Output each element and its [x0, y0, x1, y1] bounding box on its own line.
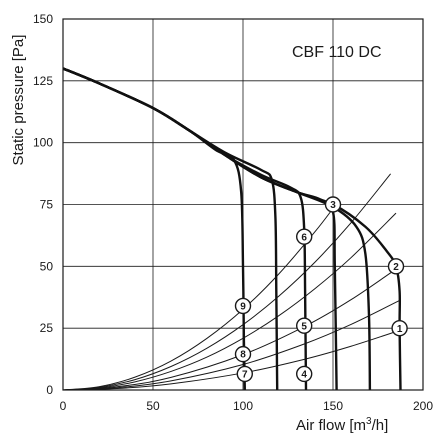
y-tick-label: 50 — [40, 259, 54, 273]
marker-circle-9 — [234, 297, 252, 315]
y-tick-label: 0 — [46, 383, 53, 397]
marker-circle-4 — [296, 365, 313, 383]
plot-frame — [62, 18, 424, 391]
x-tick-label: 200 — [413, 399, 433, 413]
system-curve-6 — [62, 329, 400, 391]
fan-curve-3 — [62, 67, 308, 391]
marker-circle-7 — [236, 365, 254, 383]
x-tick-label: 150 — [323, 399, 343, 413]
marker-label-4: 4 — [301, 370, 307, 381]
markers-layer: 1 2 3 4 5 6 7 8 9 — [234, 196, 408, 383]
x-tick-label: 0 — [60, 399, 67, 413]
system-curve-3 — [62, 212, 397, 391]
marker-circle-5 — [296, 317, 313, 334]
marker-circle-3 — [324, 196, 342, 213]
x-axis-title: Air flow [m3/h] — [296, 416, 388, 434]
system-curve-5 — [62, 300, 400, 391]
y-tick-label: 100 — [33, 136, 53, 150]
marker-label-7: 7 — [242, 370, 248, 381]
marker-label-3: 3 — [330, 200, 336, 211]
marker-circle-8 — [234, 345, 252, 363]
x-axis-title-tail: /h] — [372, 417, 389, 434]
marker-circle-2 — [387, 258, 405, 275]
x-tick-label: 100 — [233, 399, 253, 413]
model-annotation: CBF 110 DC — [292, 44, 382, 61]
system-curve-2 — [62, 173, 391, 391]
marker-label-2: 2 — [393, 262, 399, 273]
x-axis-title-sup: 3 — [366, 416, 372, 427]
curves-layer — [62, 67, 402, 391]
y-tick-label: 125 — [33, 74, 53, 88]
marker-label-9: 9 — [240, 302, 246, 313]
y-axis-title: Static pressure [Pa] — [10, 35, 27, 166]
marker-circle-1 — [391, 319, 408, 337]
y-tick-label: 25 — [40, 321, 54, 335]
fan-curve-4 — [62, 67, 338, 391]
fan-curve-6 — [62, 67, 402, 391]
y-tick-label: 75 — [40, 198, 54, 212]
x-tick-label: 50 — [146, 399, 160, 413]
marker-label-5: 5 — [301, 321, 307, 332]
marker-label-6: 6 — [301, 232, 307, 243]
marker-label-1: 1 — [397, 324, 403, 335]
marker-circle-6 — [296, 228, 313, 245]
system-curve-1 — [62, 208, 334, 391]
marker-label-8: 8 — [240, 350, 246, 361]
x-axis-title-main: Air flow [m — [296, 417, 366, 434]
fan-curve-5 — [62, 67, 372, 391]
y-tick-label: 150 — [33, 12, 53, 26]
